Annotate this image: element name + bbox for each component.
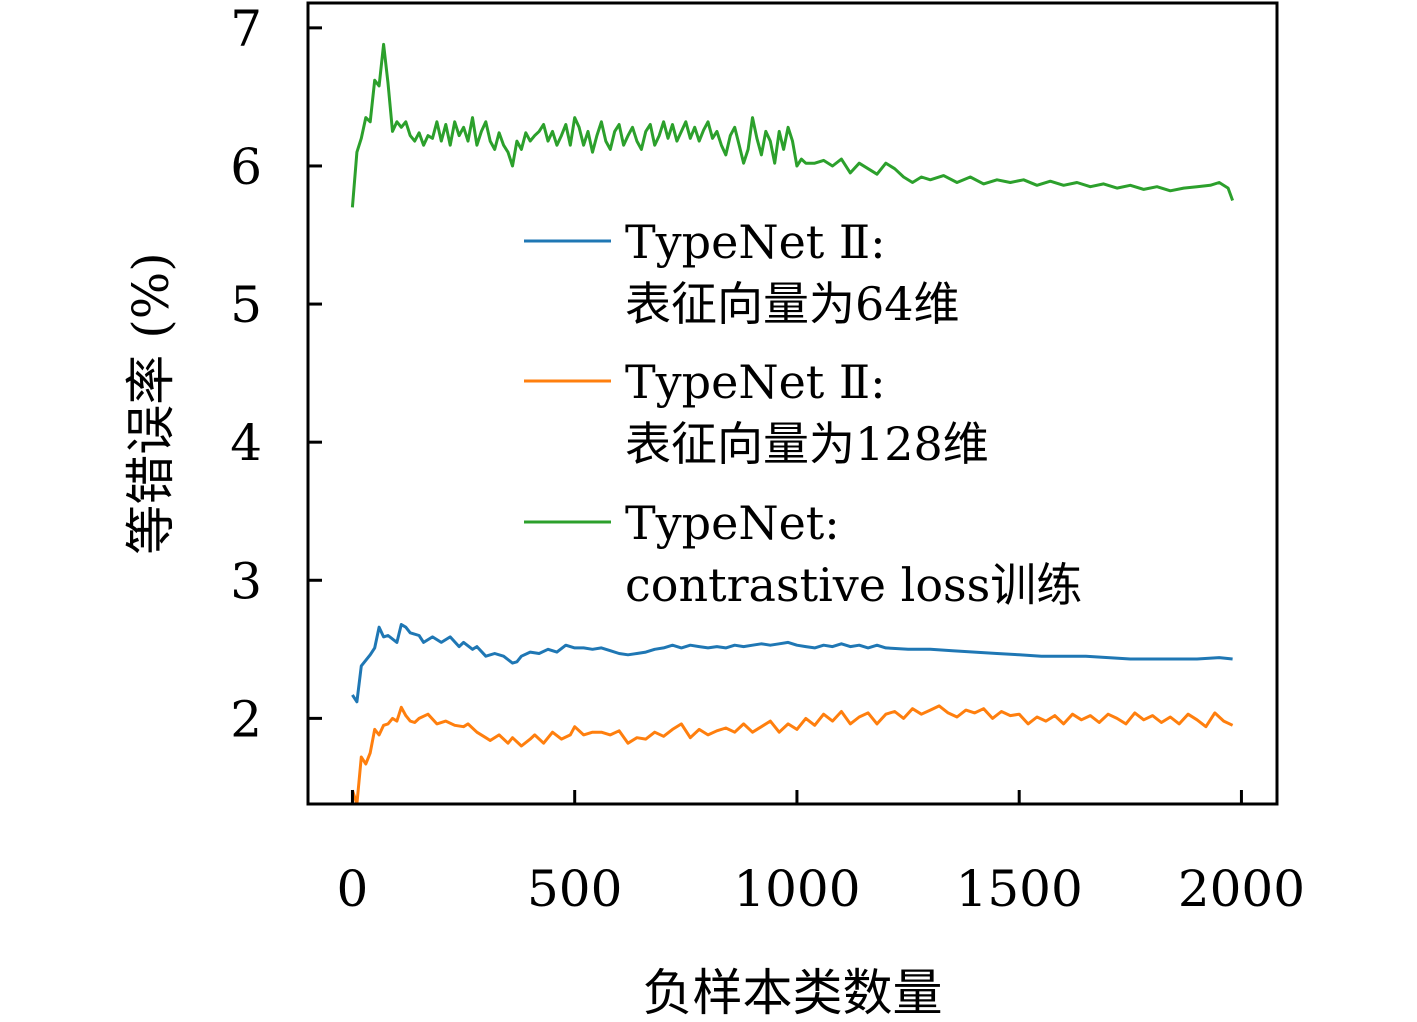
legend-label-1: 表征向量为64维 [625,277,960,331]
x-tick-label: 0 [337,860,369,918]
x-tick-label: 2000 [1178,860,1305,918]
series-line-2 [350,704,1234,806]
y-axis: 2 3 4 5 6 7 [230,0,322,748]
plot-frame [306,1,1279,806]
x-axis-label: 负样本类数量 [643,964,943,1022]
y-tick-label: 5 [230,276,262,334]
x-tick-label: 500 [527,860,622,918]
x-axis: 0 500 1000 1500 2000 [337,790,1305,918]
legend-label-1: TypeNet Ⅱ: [625,215,886,269]
legend-label-3: TypeNet: [625,496,840,550]
y-tick-label: 2 [230,690,262,748]
series-line-3 [350,42,1235,208]
x-tick-label: 1000 [733,860,860,918]
series-layer [350,42,1235,806]
legend-label-2: TypeNet Ⅱ: [625,355,886,409]
series-line-1 [351,623,1233,704]
y-axis-label: 等错误率 (%) [122,252,180,554]
y-tick-label: 6 [230,138,262,196]
legend: TypeNet Ⅱ: 表征向量为64维 TypeNet Ⅱ: 表征向量为128维 Typ… [524,215,1082,612]
y-tick-label: 3 [230,552,262,610]
y-tick-label: 7 [230,0,262,58]
x-tick-label: 1500 [956,860,1083,918]
legend-label-2: 表征向量为128维 [625,417,989,471]
y-tick-label: 4 [230,414,262,472]
legend-label-3: contrastive loss训练 [625,558,1082,612]
